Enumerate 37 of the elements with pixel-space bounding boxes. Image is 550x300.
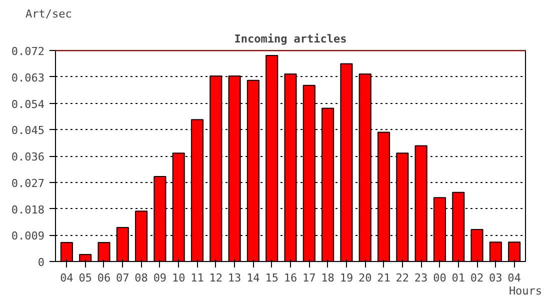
x-tick-label: 23 bbox=[414, 272, 428, 284]
x-tick-label: 08 bbox=[134, 272, 148, 284]
y-tick-label: 0.036 bbox=[11, 150, 45, 164]
x-axis-title: Hours bbox=[508, 284, 542, 298]
y-axis-title: Art/sec bbox=[26, 8, 72, 20]
x-tick-label: 19 bbox=[340, 272, 354, 284]
x-tick-label: 22 bbox=[396, 272, 410, 284]
chart-title: Incoming articles bbox=[234, 32, 347, 46]
x-tick-label: 10 bbox=[172, 272, 186, 284]
x-tick-label: 04 bbox=[60, 272, 74, 284]
y-tick-label: 0 bbox=[38, 256, 44, 269]
y-tick-label: 0.009 bbox=[11, 230, 45, 243]
x-tick-label: 02 bbox=[470, 272, 484, 284]
x-tick-label: 17 bbox=[302, 272, 316, 284]
y-tick-label: 0.018 bbox=[11, 203, 45, 216]
x-tick-label: 20 bbox=[358, 272, 372, 284]
y-tick-label: 0.063 bbox=[11, 71, 45, 84]
y-tick-label: 0.045 bbox=[11, 124, 45, 138]
x-tick-label: 15 bbox=[265, 272, 278, 284]
y-tick-label: 0.072 bbox=[11, 45, 45, 58]
y-tick-label: 0.027 bbox=[11, 176, 45, 190]
x-tick-label: 18 bbox=[321, 272, 334, 284]
x-tick-label: 04 bbox=[508, 272, 522, 284]
x-tick-label: 13 bbox=[228, 272, 242, 284]
x-tick-label: 16 bbox=[284, 272, 298, 284]
x-tick-label: 21 bbox=[377, 272, 390, 284]
x-tick-label: 05 bbox=[78, 272, 92, 284]
x-tick-label: 03 bbox=[489, 272, 502, 284]
x-tick-label: 14 bbox=[246, 272, 260, 284]
y-tick-label: 0.054 bbox=[11, 98, 45, 111]
x-tick-label: 12 bbox=[209, 272, 223, 284]
x-tick-label: 07 bbox=[116, 272, 130, 284]
x-tick-label: 01 bbox=[452, 272, 465, 284]
x-tick-label: 00 bbox=[433, 272, 446, 284]
x-tick-label: 11 bbox=[190, 272, 204, 284]
x-tick-label: 09 bbox=[153, 272, 167, 284]
x-tick-label: 06 bbox=[97, 272, 111, 284]
